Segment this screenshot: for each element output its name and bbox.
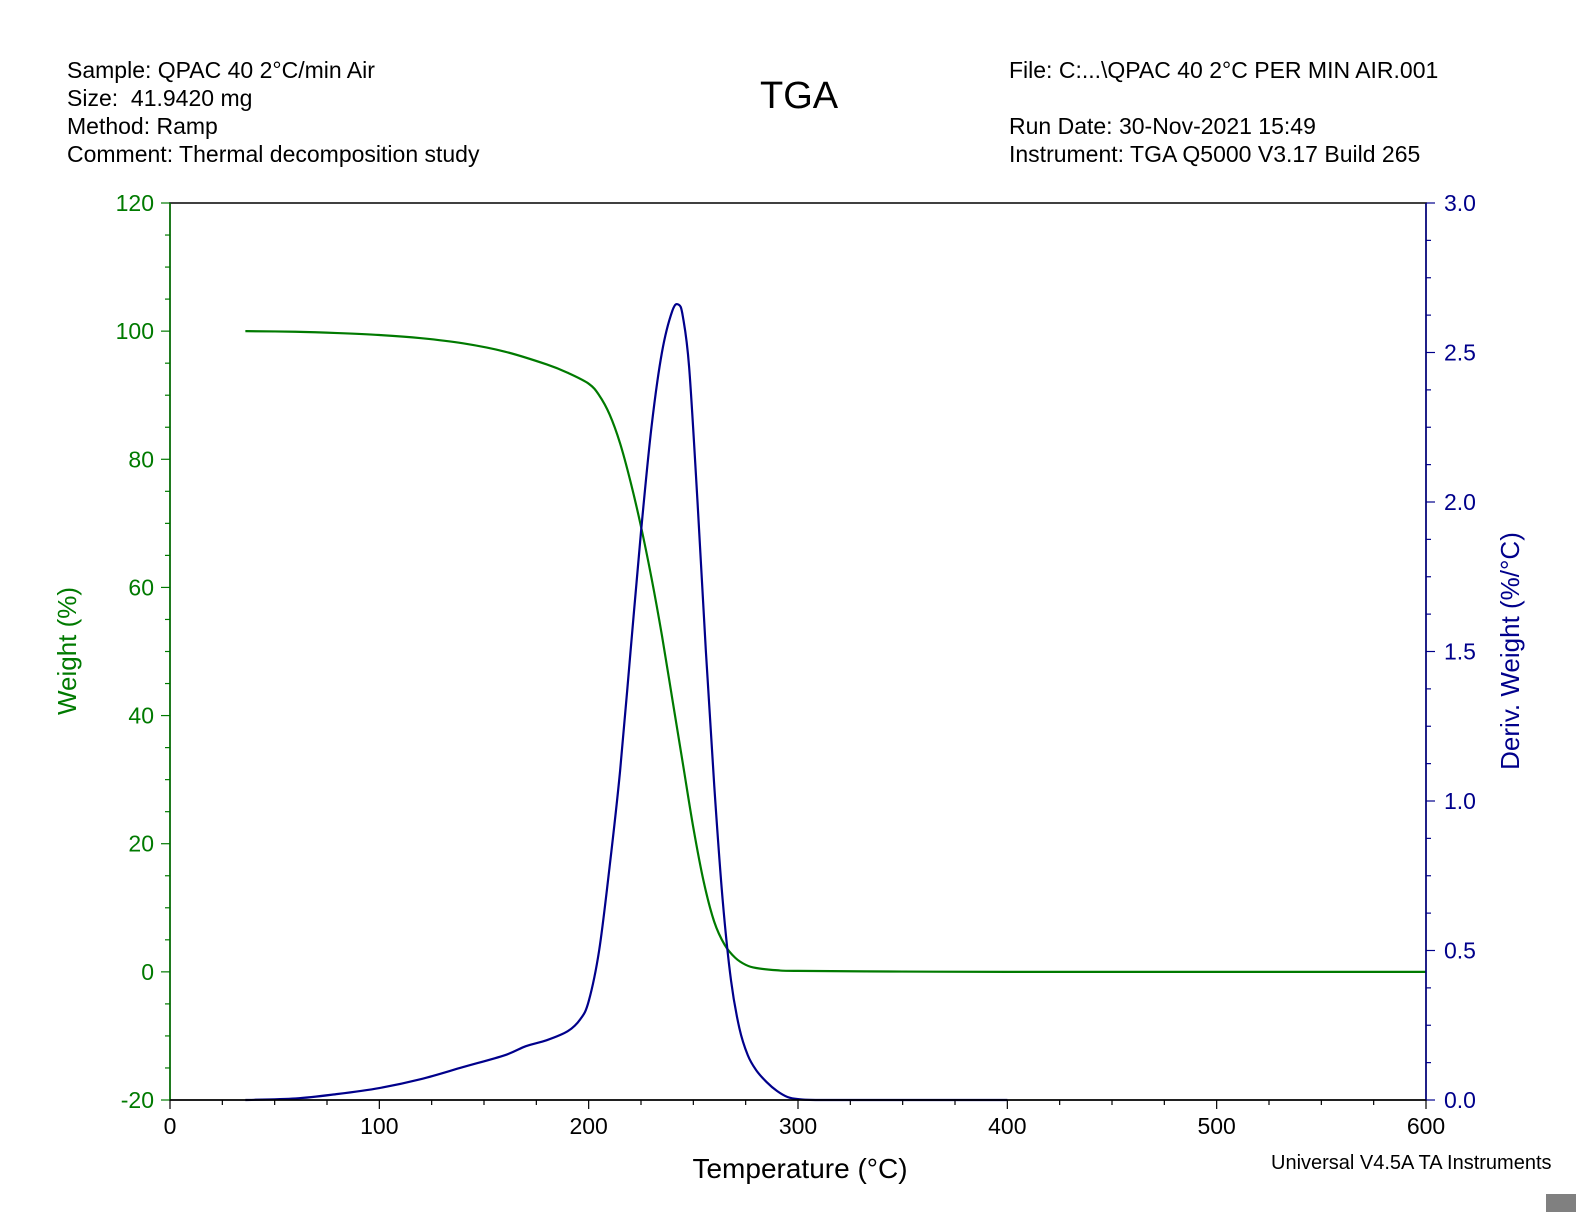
tick-layer	[161, 202, 1435, 1109]
y-left-tick-label: 60	[128, 574, 154, 600]
y-left-tick-label: 100	[116, 318, 154, 344]
x-axis-title: Temperature (°C)	[692, 1153, 907, 1184]
run-date-line: Run Date: 30-Nov-2021 15:49	[1009, 113, 1316, 139]
file-line: File: C:...\QPAC 40 2°C PER MIN AIR.001	[1009, 57, 1439, 83]
comment-line: Comment: Thermal decomposition study	[67, 141, 480, 167]
plot-frame	[169, 202, 1427, 1101]
y-right-tick-label: 2.5	[1444, 340, 1476, 366]
x-tick-label: 600	[1407, 1113, 1445, 1139]
x-tick-label: 0	[164, 1113, 177, 1139]
software-credit: Universal V4.5A TA Instruments	[1271, 1152, 1552, 1174]
y-right-axis-title: Deriv. Weight (%/°C)	[1495, 532, 1525, 770]
sample-info: Sample: QPAC 40 2°C/min Air Size: 41.942…	[67, 56, 479, 168]
deriv-weight-line	[245, 302, 1008, 1102]
y-left-tick-label: 40	[128, 703, 154, 729]
y-left-tick-label: 80	[128, 446, 154, 472]
method-line: Method: Ramp	[67, 113, 218, 139]
file-info: File: C:...\QPAC 40 2°C PER MIN AIR.001 …	[1009, 56, 1438, 168]
x-tick-label: 100	[360, 1113, 398, 1139]
tick-label-layer: 0 100 200 300 400 500 600 -20 0 20 40 60 80 100 120 0.0…	[116, 190, 1476, 1139]
series-layer	[245, 302, 1427, 1102]
x-tick-label: 300	[779, 1113, 817, 1139]
y-left-tick-label: 20	[128, 831, 154, 857]
y-right-tick-label: 0.5	[1444, 938, 1476, 964]
y-right-tick-label: 0.0	[1444, 1087, 1476, 1113]
instrument-line: Instrument: TGA Q5000 V3.17 Build 265	[1009, 141, 1421, 167]
y-left-tick-label: 0	[141, 959, 154, 985]
y-right-tick-label: 2.0	[1444, 489, 1476, 515]
corner-mark	[1546, 1194, 1576, 1212]
y-left-tick-label: 120	[116, 190, 154, 216]
y-left-tick-label: -20	[121, 1087, 154, 1113]
weight-line	[245, 330, 1427, 973]
x-tick-label: 400	[988, 1113, 1026, 1139]
x-tick-label: 200	[569, 1113, 607, 1139]
x-tick-label: 500	[1197, 1113, 1235, 1139]
y-left-axis-title: Weight (%)	[52, 587, 82, 715]
chart-title: TGA	[760, 75, 839, 117]
size-line: Size: 41.9420 mg	[67, 85, 253, 111]
sample-line: Sample: QPAC 40 2°C/min Air	[67, 57, 375, 83]
y-right-tick-label: 3.0	[1444, 190, 1476, 216]
y-right-tick-label: 1.0	[1444, 788, 1476, 814]
y-right-tick-label: 1.5	[1444, 639, 1476, 665]
